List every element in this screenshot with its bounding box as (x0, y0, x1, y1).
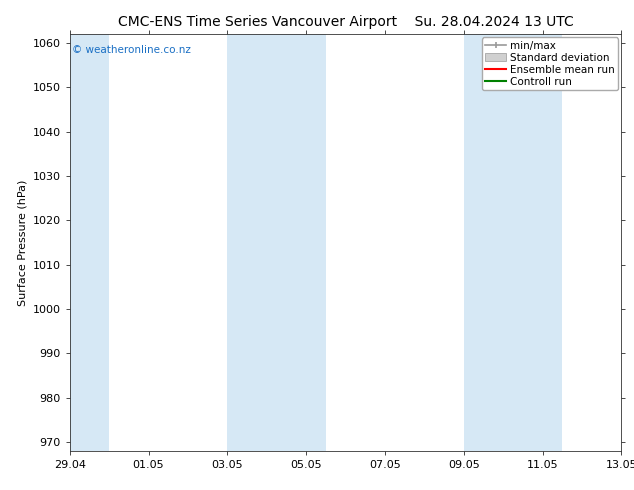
Title: CMC-ENS Time Series Vancouver Airport    Su. 28.04.2024 13 UTC: CMC-ENS Time Series Vancouver Airport Su… (118, 15, 573, 29)
Bar (228, 34, 326, 451)
Text: © weatheronline.co.nz: © weatheronline.co.nz (72, 45, 191, 55)
Bar (68, 34, 109, 451)
Bar (463, 34, 562, 451)
Legend: min/max, Standard deviation, Ensemble mean run, Controll run: min/max, Standard deviation, Ensemble me… (482, 37, 618, 90)
Y-axis label: Surface Pressure (hPa): Surface Pressure (hPa) (17, 179, 27, 306)
